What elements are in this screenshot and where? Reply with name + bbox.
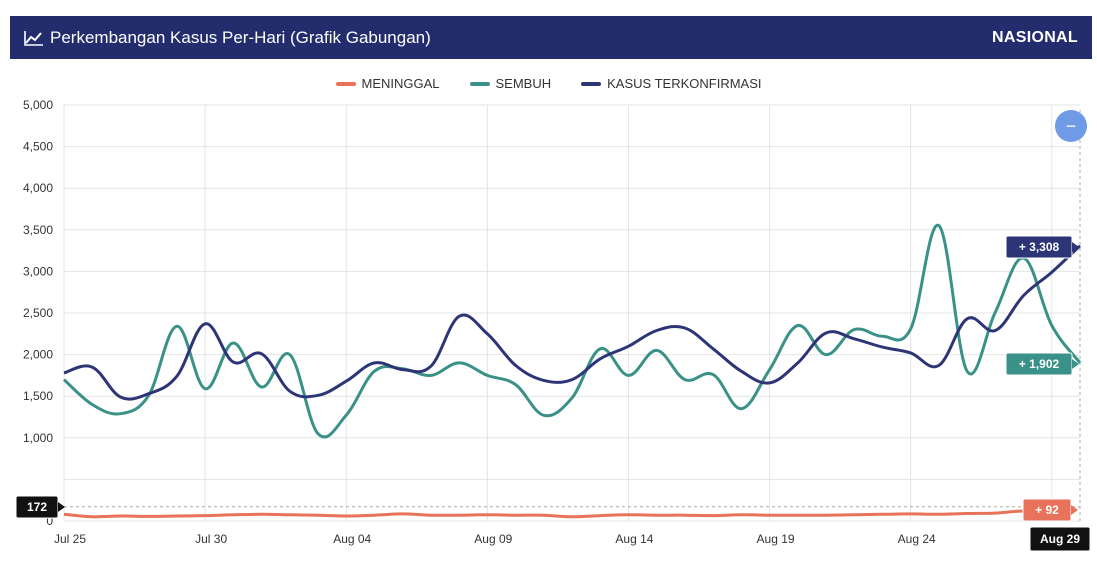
scope-label[interactable]: NASIONAL xyxy=(992,28,1078,46)
legend-swatch-kasus-terkonfirmasi xyxy=(581,81,602,86)
chart-grid xyxy=(63,104,1081,522)
crosshair-y-label-text: 172 xyxy=(27,500,47,514)
y-tick-label: 1,500 xyxy=(23,389,53,403)
header-title-group: Perkembangan Kasus Per-Hari (Grafik Gabu… xyxy=(24,28,431,48)
series-line-kasus-terkonfirmasi[interactable] xyxy=(63,244,1082,401)
series-line-sembuh[interactable] xyxy=(62,224,1082,439)
x-tick-label: Aug 24 xyxy=(898,532,936,546)
legend-item-sembuh[interactable]: SEMBUH xyxy=(469,76,552,91)
series-line-meninggal[interactable] xyxy=(63,509,1052,519)
callout-recovered: + 1,902 xyxy=(1005,352,1079,376)
x-tick-label: Jul 25 xyxy=(54,532,86,546)
x-axis: Jul 25 Jul 30 Aug 04 Aug 09 Aug 14 Aug 19 Aug … xyxy=(54,532,936,546)
callout-confirmed: + 3,308 xyxy=(1005,235,1079,259)
y-tick-label: 1,000 xyxy=(23,431,53,445)
x-tick-label: Aug 19 xyxy=(757,532,795,546)
chart-legend: MENINGGAL SEMBUH KASUS TERKONFIRMASI xyxy=(0,76,1097,91)
y-axis: 0 1,000 1,500 2,000 2,500 3,000 3,500 4,000 4,50… xyxy=(23,98,53,528)
y-tick-label: 4,500 xyxy=(23,140,53,154)
x-tick-label: Aug 04 xyxy=(333,532,371,546)
legend-item-meninggal[interactable]: MENINGGAL xyxy=(335,76,440,91)
minus-icon: − xyxy=(1065,115,1077,136)
value-callouts: + 3,308 + 1,902 + 92 172 Aug 29 xyxy=(15,235,1091,552)
legend-label-kasus-terkonfirmasi: KASUS TERKONFIRMASI xyxy=(607,76,762,91)
crosshair-x-label: Aug 29 xyxy=(1029,526,1091,552)
y-tick-label: 0 xyxy=(46,514,53,528)
line-chart-icon xyxy=(24,30,43,46)
callout-recovered-text: + 1,902 xyxy=(1019,357,1060,371)
crosshair-y-label: 172 xyxy=(15,495,65,519)
series-lines xyxy=(62,224,1082,519)
zoom-out-button[interactable]: − xyxy=(1055,110,1087,142)
y-tick-label: 3,000 xyxy=(23,264,53,278)
crosshair-x-label-text: Aug 29 xyxy=(1040,532,1080,546)
legend-swatch-sembuh xyxy=(469,81,490,86)
x-tick-label: Aug 09 xyxy=(474,532,512,546)
chart-header: Perkembangan Kasus Per-Hari (Grafik Gabu… xyxy=(10,16,1092,59)
y-tick-label: 5,000 xyxy=(23,98,53,112)
y-tick-label: 2,000 xyxy=(23,348,53,362)
y-tick-label: 3,500 xyxy=(23,223,53,237)
chart-title: Perkembangan Kasus Per-Hari (Grafik Gabu… xyxy=(50,27,431,47)
legend-swatch-meninggal xyxy=(335,81,356,86)
x-tick-label: Jul 30 xyxy=(195,532,227,546)
legend-label-sembuh: SEMBUH xyxy=(495,76,552,91)
legend-item-kasus-terkonfirmasi[interactable]: KASUS TERKONFIRMASI xyxy=(581,76,761,91)
y-tick-label: 2,500 xyxy=(23,306,53,320)
callout-confirmed-text: + 3,308 xyxy=(1019,240,1060,254)
callout-deaths-text: + 92 xyxy=(1035,503,1059,517)
y-tick-label: 4,000 xyxy=(23,181,53,195)
legend-label-meninggal: MENINGGAL xyxy=(361,76,440,91)
x-tick-label: Aug 14 xyxy=(615,532,653,546)
callout-deaths: + 92 xyxy=(1022,498,1078,522)
